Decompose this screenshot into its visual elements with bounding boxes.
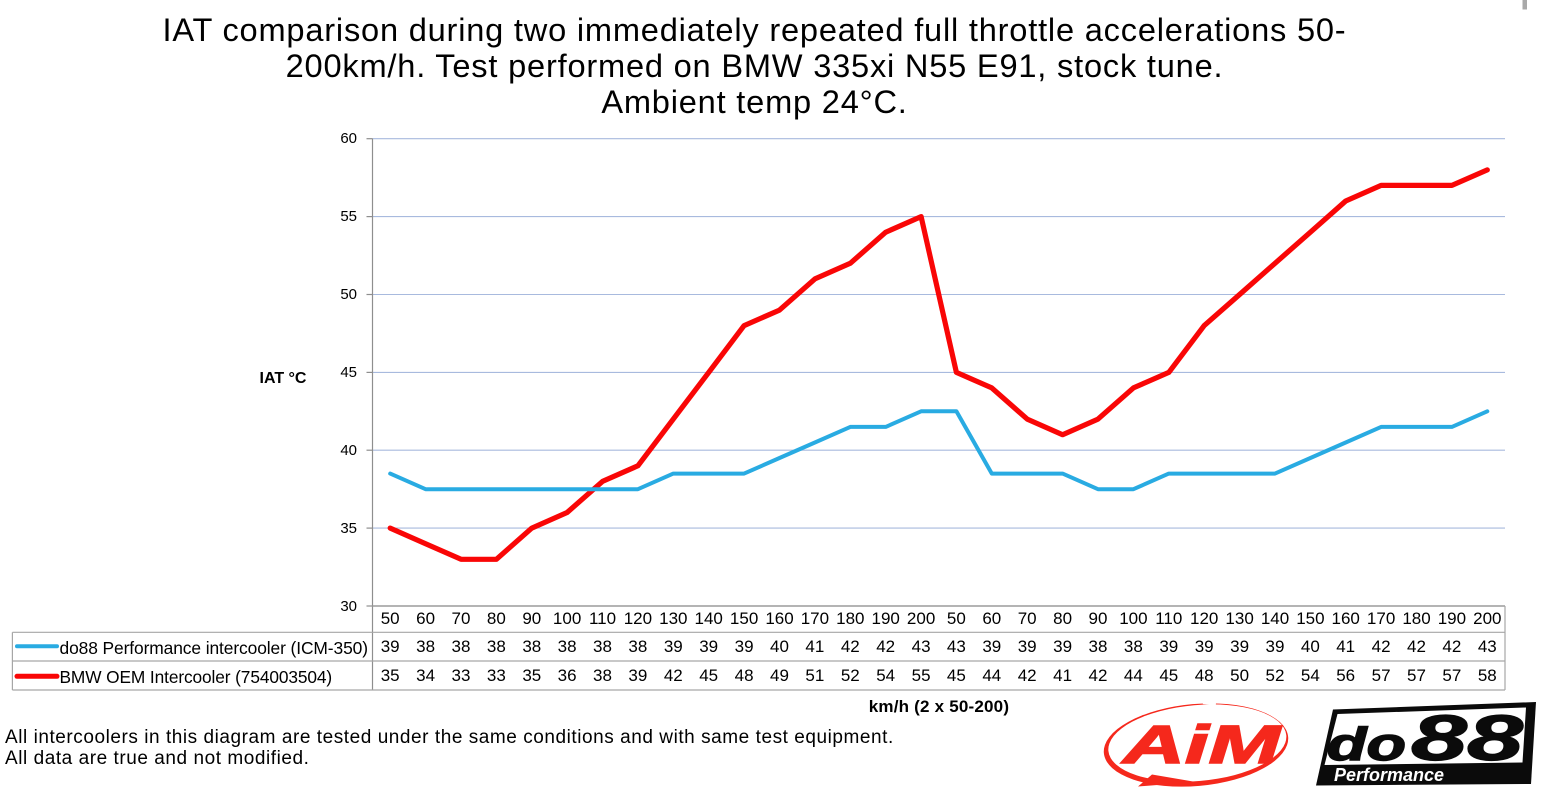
svg-text:do: do: [1327, 718, 1406, 770]
svg-text:AiM: AiM: [1120, 715, 1282, 775]
svg-text:Performance: Performance: [1334, 764, 1444, 785]
svg-text:88: 88: [1411, 702, 1524, 774]
